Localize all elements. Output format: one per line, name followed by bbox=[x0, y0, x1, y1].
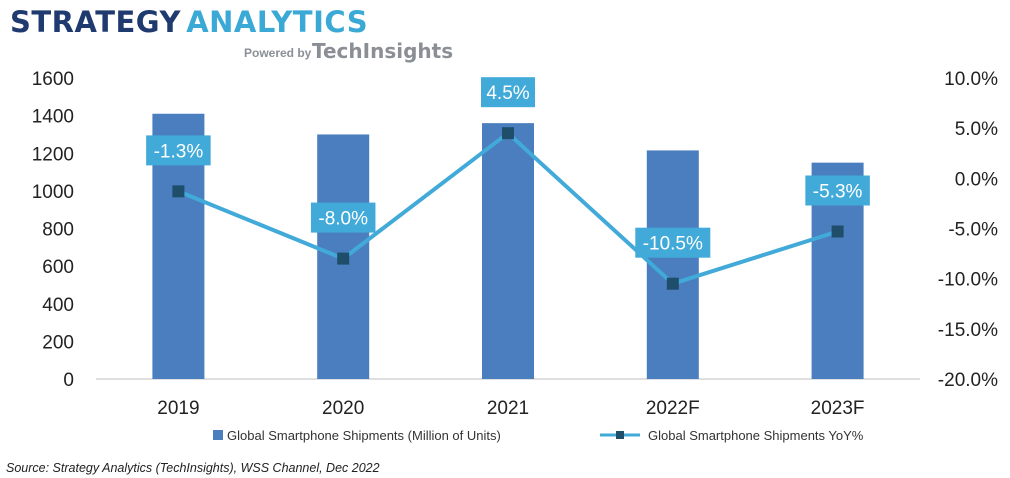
yoy-markers bbox=[172, 127, 844, 290]
x-category-label: 2021 bbox=[487, 398, 529, 419]
yoy-data-label-text: -8.0% bbox=[318, 209, 368, 230]
yoy-data-label: -10.5% bbox=[635, 227, 711, 258]
yoy-data-label-text: 4.5% bbox=[486, 83, 529, 104]
logo-analytics-text: ANALYTICS bbox=[186, 5, 368, 39]
source-note: Source: Strategy Analytics (TechInsights… bbox=[6, 461, 380, 475]
yoy-data-label: -8.0% bbox=[310, 202, 376, 233]
y-left-tick: 200 bbox=[42, 332, 74, 353]
bar bbox=[646, 150, 699, 379]
yoy-data-label-box bbox=[805, 175, 870, 206]
logo-strategy-text: STRATEGY bbox=[10, 5, 181, 39]
legend-marker-swatch bbox=[616, 431, 624, 439]
x-axis-categories: 2019 2020 2021 2022F 2023F bbox=[157, 398, 864, 419]
yoy-marker bbox=[502, 127, 514, 140]
yoy-data-label-text: -1.3% bbox=[154, 141, 204, 162]
bar-series bbox=[152, 113, 864, 380]
y-left-tick: 1400 bbox=[32, 107, 74, 128]
yoy-data-label-box bbox=[310, 202, 376, 233]
bar bbox=[482, 123, 534, 380]
yoy-data-label: -1.3% bbox=[146, 135, 211, 166]
y-right-tick: -20.0% bbox=[938, 370, 998, 391]
x-category-label: 2019 bbox=[157, 398, 199, 419]
yoy-marker bbox=[666, 277, 679, 290]
yoy-data-labels: -1.3% -8.0% 4.5% -10.5% -5.3% bbox=[146, 77, 870, 258]
yoy-marker bbox=[172, 185, 185, 198]
x-category-label: 2022F bbox=[646, 398, 700, 419]
yoy-marker bbox=[337, 252, 350, 265]
yoy-marker bbox=[831, 225, 844, 238]
yoy-data-label-text: -5.3% bbox=[813, 182, 863, 203]
x-category-label: 2023F bbox=[811, 398, 865, 419]
logo-techinsights: TechInsights bbox=[312, 39, 453, 63]
y-right-tick: 5.0% bbox=[955, 119, 998, 140]
legend-line-label: Global Smartphone Shipments YoY% bbox=[648, 428, 864, 443]
y-left-tick: 0 bbox=[63, 370, 74, 391]
y-right-tick: -5.0% bbox=[948, 220, 998, 241]
y-axis-left: 0 200 400 600 800 1000 1200 1400 1600 bbox=[32, 69, 74, 391]
yoy-data-label: -5.3% bbox=[805, 175, 870, 206]
y-right-tick: 0.0% bbox=[955, 169, 998, 190]
yoy-data-label-box bbox=[481, 77, 535, 108]
y-axis-right: -20.0% -15.0% -10.0% -5.0% 0.0% 5.0% 10.0% bbox=[938, 69, 998, 391]
y-right-tick: -15.0% bbox=[938, 320, 998, 341]
plot-area: -1.3% -8.0% 4.5% -10.5% -5.3% bbox=[96, 77, 920, 380]
x-category-label: 2020 bbox=[322, 398, 364, 419]
yoy-data-label: 4.5% bbox=[481, 77, 535, 108]
yoy-data-label-text: -10.5% bbox=[643, 234, 703, 255]
y-left-tick: 400 bbox=[42, 295, 74, 316]
y-right-tick: 10.0% bbox=[944, 69, 998, 90]
y-left-tick: 800 bbox=[42, 220, 74, 241]
y-left-tick: 1600 bbox=[32, 69, 74, 90]
legend-bar-swatch bbox=[213, 430, 223, 440]
y-left-tick: 1200 bbox=[32, 144, 74, 165]
legend-bar-label: Global Smartphone Shipments (Million of … bbox=[227, 428, 501, 443]
legend: Global Smartphone Shipments (Million of … bbox=[213, 428, 864, 443]
y-left-tick: 1000 bbox=[32, 182, 74, 203]
y-left-tick: 600 bbox=[42, 257, 74, 278]
logo-powered-by: Powered by bbox=[244, 46, 312, 60]
yoy-data-label-box bbox=[635, 227, 711, 258]
logo: STRATEGY ANALYTICS Powered by TechInsight… bbox=[10, 5, 453, 63]
y-right-tick: -10.0% bbox=[938, 270, 998, 291]
yoy-data-label-box bbox=[146, 135, 211, 166]
